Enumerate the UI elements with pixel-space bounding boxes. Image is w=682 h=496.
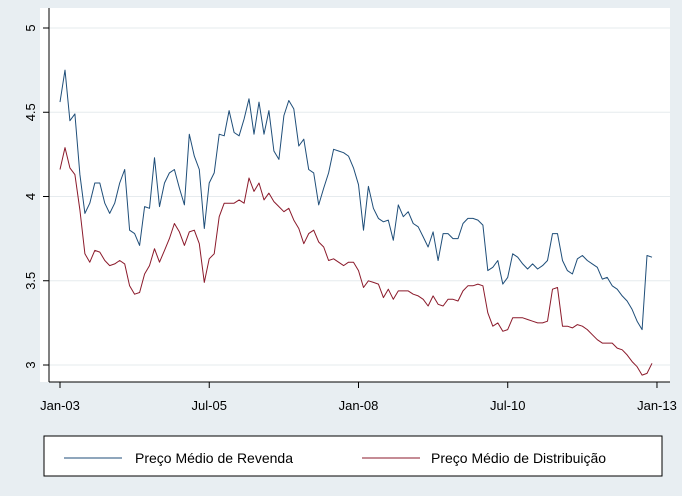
y-tick-label: 3.5	[23, 272, 38, 290]
x-tick-label: Jul-10	[490, 398, 525, 413]
legend: Preço Médio de Revenda Preço Médio de Di…	[43, 435, 663, 477]
x-tick-label: Jul-05	[192, 398, 227, 413]
x-tick-label: Jan-03	[40, 398, 80, 413]
x-axis-ticks: Jan-03 Jul-05 Jan-08 Jul-10 Jan-13	[40, 382, 677, 413]
axes	[48, 8, 670, 383]
y-tick-label: 4	[23, 193, 38, 200]
y-tick-label: 3	[23, 361, 38, 368]
x-tick-label: Jan-13	[637, 398, 677, 413]
series-line-distribuicao	[59, 147, 653, 376]
y-axis-ticks: 3 3.5 4 4.5 5	[23, 24, 49, 369]
legend-label-revenda: Preço Médio de Revenda	[135, 450, 293, 466]
y-tick-label: 5	[23, 24, 38, 31]
x-tick-label: Jan-08	[339, 398, 379, 413]
series-line-revenda	[59, 69, 653, 331]
legend-box	[43, 435, 663, 477]
plot-area	[40, 8, 670, 382]
y-tick-label: 4.5	[23, 103, 38, 121]
series-lines	[59, 69, 653, 376]
legend-label-distribuicao: Preço Médio de Distribuição	[431, 450, 606, 466]
